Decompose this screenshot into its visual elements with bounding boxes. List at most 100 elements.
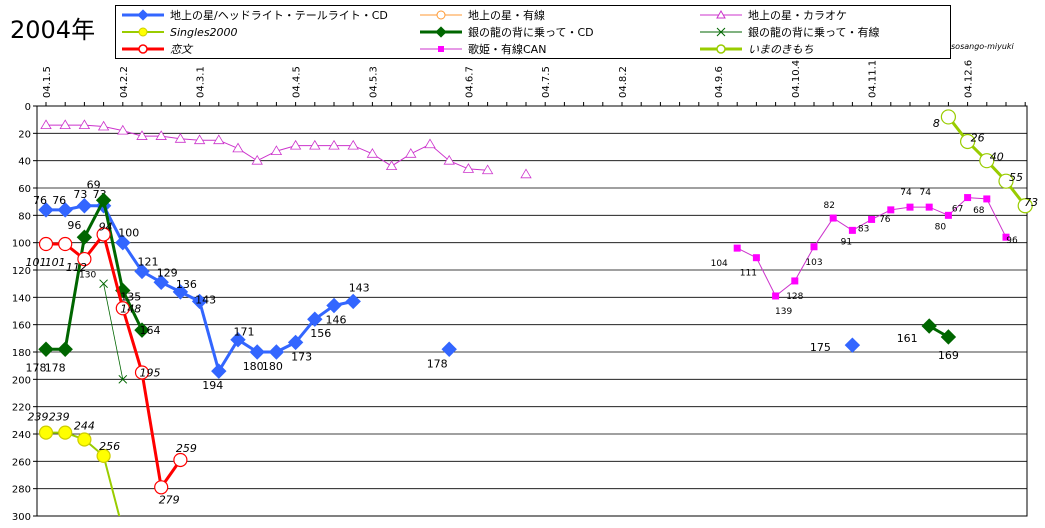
y-tick-label: 200 — [12, 375, 31, 386]
point-s3 — [424, 138, 436, 149]
data-label-s4: 244 — [74, 419, 95, 432]
data-label-s5: 161 — [897, 332, 918, 345]
y-tick-label: 60 — [18, 184, 31, 195]
point-s3 — [78, 119, 91, 130]
data-label-s7: 101 — [45, 256, 66, 269]
data-label-s1: 100 — [118, 227, 139, 240]
point-s1 — [345, 293, 361, 310]
point-s3 — [136, 130, 148, 140]
data-label-s5: 69 — [87, 178, 101, 191]
point-s4 — [96, 448, 111, 463]
legend-label-s8: 歌姫・有線CAN — [468, 43, 547, 56]
data-label-s5: 135 — [120, 291, 141, 304]
data-label-s8: 91 — [841, 237, 852, 247]
legend-label-s2: 地上の星・有線 — [468, 9, 545, 22]
data-label-s4: 256 — [99, 440, 120, 453]
credit-label: sosango-miyuki — [951, 42, 1014, 51]
point-s8 — [791, 277, 799, 285]
data-label-s6: 130 — [79, 271, 96, 281]
y-tick-label: 300 — [12, 512, 31, 523]
point-s6 — [99, 279, 108, 289]
data-label-s1: 180 — [243, 360, 264, 373]
point-s3 — [97, 120, 110, 131]
data-label-s7: 195 — [140, 367, 161, 380]
series-line-s6 — [103, 283, 124, 380]
y-tick-label: 260 — [12, 457, 31, 468]
point-s1 — [38, 202, 54, 218]
data-label-s1: 76 — [33, 194, 47, 207]
data-label-s1: 136 — [176, 278, 197, 291]
data-label-s8: 139 — [775, 307, 792, 317]
point-s3 — [40, 119, 52, 130]
point-s3 — [405, 148, 417, 158]
y-tick-label: 0 — [25, 102, 31, 113]
legend-item-s6: 銀の龍の背に乗って・有線 — [698, 24, 879, 40]
point-s3 — [117, 124, 129, 135]
point-s1 — [115, 234, 131, 251]
point-s8 — [983, 195, 991, 203]
legend: 地上の星/ヘッドライト・テールライト・CD 地上の星・有線 地上の星・カラオケ … — [115, 5, 951, 59]
data-label-s1: 76 — [52, 194, 66, 207]
x-tick-label: 04.3.1 — [196, 66, 207, 98]
data-label-s7: 94 — [99, 220, 113, 233]
point-s7 — [58, 236, 73, 252]
legend-label-s1: 地上の星/ヘッドライト・テールライト・CD — [170, 9, 388, 22]
point-s3 — [309, 139, 321, 150]
point-s3 — [213, 134, 225, 145]
point-s3 — [328, 139, 340, 150]
legend-label-s5: 銀の龍の背に乗って・CD — [468, 26, 594, 39]
point-s1 — [153, 274, 169, 291]
point-s3 — [193, 134, 206, 145]
data-label-s4: 239 — [49, 411, 70, 424]
point-s8 — [868, 215, 876, 223]
y-tick-label: 80 — [18, 211, 31, 222]
x-tick-label: 04.1.5 — [42, 66, 53, 98]
point-s8 — [944, 211, 952, 219]
data-label-s8: 83 — [858, 224, 869, 234]
legend-item-s7: 恋文 — [120, 41, 192, 57]
point-s9 — [959, 133, 976, 150]
data-label-s7: 259 — [176, 442, 197, 455]
x-tick-label: 04.5.3 — [368, 66, 379, 98]
point-s1 — [326, 297, 342, 314]
point-s3 — [155, 130, 167, 140]
point-s8 — [829, 214, 837, 222]
data-label-s1: 143 — [349, 281, 370, 294]
data-label-s8: 104 — [711, 259, 728, 269]
data-label-s8: 103 — [805, 258, 822, 268]
point-s4 — [77, 432, 92, 447]
data-label-s9: 8 — [933, 117, 940, 130]
x-tick-label: 04.6.7 — [464, 66, 475, 98]
data-label-s9: 55 — [1009, 171, 1023, 184]
point-s5 — [134, 322, 150, 338]
point-s1 — [211, 363, 227, 379]
point-s7 — [154, 480, 169, 495]
legend-item-s3: 地上の星・カラオケ — [698, 7, 847, 23]
point-s5 — [57, 341, 73, 357]
data-label-s1: 156 — [310, 327, 331, 340]
point-s7 — [173, 452, 188, 468]
point-s5 — [940, 329, 957, 345]
data-label-s4: 239 — [28, 411, 49, 424]
legend-label-s3: 地上の星・カラオケ — [748, 9, 847, 22]
point-s9 — [940, 109, 957, 125]
point-s1 — [844, 337, 861, 353]
point-s3 — [385, 160, 398, 171]
x-tick-label: 04.7.5 — [541, 66, 552, 98]
point-s9 — [979, 153, 995, 169]
point-s3 — [289, 139, 302, 150]
y-tick-label: 160 — [12, 321, 31, 332]
data-label-s1: 171 — [234, 326, 255, 339]
point-s1 — [191, 293, 208, 310]
point-s8 — [906, 203, 914, 211]
legend-label-s6: 銀の龍の背に乗って・有線 — [748, 26, 880, 39]
point-s3 — [347, 139, 359, 150]
point-s5 — [76, 229, 93, 245]
data-label-s9: 26 — [971, 132, 985, 145]
x-tick-label: 04.4.5 — [292, 66, 303, 98]
y-tick-label: 40 — [18, 157, 31, 168]
data-label-s7: 279 — [159, 493, 180, 506]
x-tick-label: 04.9.6 — [714, 66, 725, 98]
y-tick-label: 280 — [12, 485, 31, 496]
legend-item-s1: 地上の星/ヘッドライト・テールライト・CD — [120, 7, 388, 23]
